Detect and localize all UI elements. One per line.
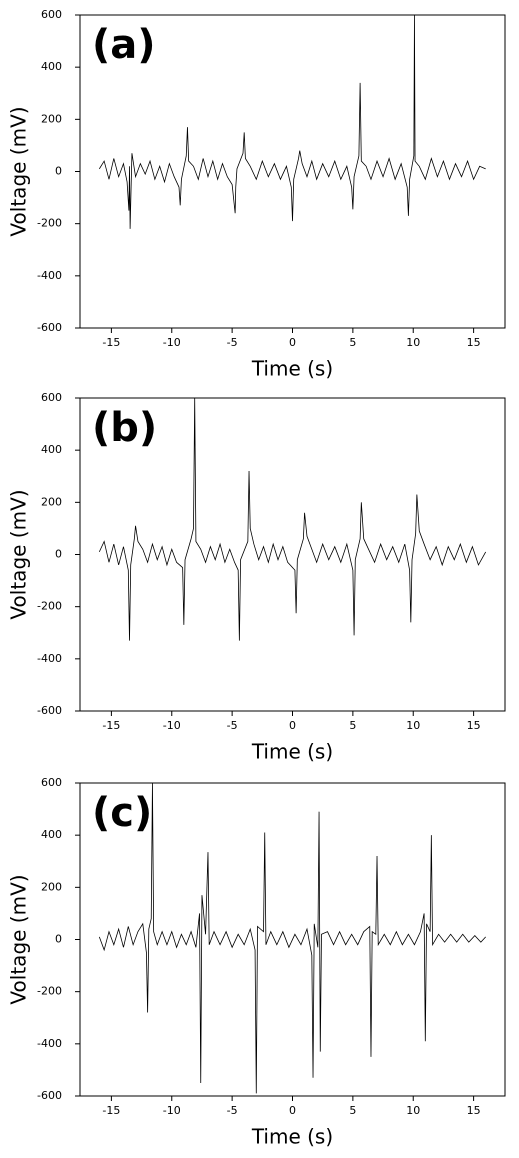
panel-label: (b): [92, 405, 157, 451]
x-tick-label: 10: [406, 719, 420, 732]
panel: -600 -400 -200 0 200 400 600 -15 -10 -5 0 5 10 15 Time…: [7, 776, 506, 1149]
x-tick-label: -10: [163, 719, 181, 732]
x-tick-label: 0: [289, 336, 296, 349]
signal-line: [98, 14, 486, 229]
panel-label: (a): [92, 22, 156, 68]
y-tick-label: -400: [37, 269, 62, 282]
y-tick-label: -200: [37, 217, 62, 230]
x-tick-label: 15: [467, 1104, 481, 1117]
x-tick-label: 5: [349, 719, 356, 732]
x-tick-label: -15: [102, 336, 120, 349]
x-tick-label: -5: [227, 336, 238, 349]
x-tick-label: 10: [406, 1104, 420, 1117]
y-axis-title: Voltage (mV): [7, 106, 31, 236]
x-tick-label: -5: [227, 719, 238, 732]
panel: -600 -400 -200 0 200 400 600 -15 -10 -5 0 5 10 15 Time…: [7, 391, 506, 764]
panel: -600 -400 -200 0 200 400 600 -15 -10 -5 0 5 10 15 Time…: [7, 8, 506, 381]
x-tick-label: 15: [467, 719, 481, 732]
y-tick-label: 200: [41, 495, 62, 508]
y-tick-label: 0: [55, 165, 62, 178]
signal-line: [98, 397, 487, 641]
x-tick-label: -15: [102, 1104, 120, 1117]
x-tick-label: -5: [227, 1104, 238, 1117]
y-axis-title: Voltage (mV): [7, 874, 31, 1004]
x-axis-title: Time (s): [251, 1125, 333, 1149]
signal-line: [98, 782, 486, 1094]
y-tick-label: -600: [37, 1089, 62, 1102]
y-tick-label: 200: [41, 112, 62, 125]
x-axis-title: Time (s): [251, 357, 333, 381]
y-tick-label: -400: [37, 652, 62, 665]
y-tick-label: 600: [41, 391, 62, 404]
y-tick-label: 200: [41, 880, 62, 893]
y-tick-label: 600: [41, 8, 62, 21]
y-tick-label: 600: [41, 776, 62, 789]
y-tick-label: 0: [55, 548, 62, 561]
y-tick-label: 0: [55, 933, 62, 946]
x-tick-label: 5: [349, 336, 356, 349]
x-tick-label: -10: [163, 1104, 181, 1117]
panel-label: (c): [92, 790, 152, 836]
x-tick-label: 15: [467, 336, 481, 349]
y-tick-label: -600: [37, 704, 62, 717]
y-axis-title: Voltage (mV): [7, 489, 31, 619]
y-tick-label: -600: [37, 321, 62, 334]
y-tick-label: -400: [37, 1037, 62, 1050]
x-tick-label: 0: [289, 719, 296, 732]
y-tick-label: 400: [41, 443, 62, 456]
y-tick-label: 400: [41, 828, 62, 841]
y-tick-label: -200: [37, 600, 62, 613]
x-tick-label: -15: [102, 719, 120, 732]
x-tick-label: -10: [163, 336, 181, 349]
y-tick-label: -200: [37, 985, 62, 998]
x-tick-label: 0: [289, 1104, 296, 1117]
x-tick-label: 5: [349, 1104, 356, 1117]
x-tick-label: 10: [406, 336, 420, 349]
y-tick-label: 400: [41, 60, 62, 73]
x-axis-title: Time (s): [251, 740, 333, 764]
